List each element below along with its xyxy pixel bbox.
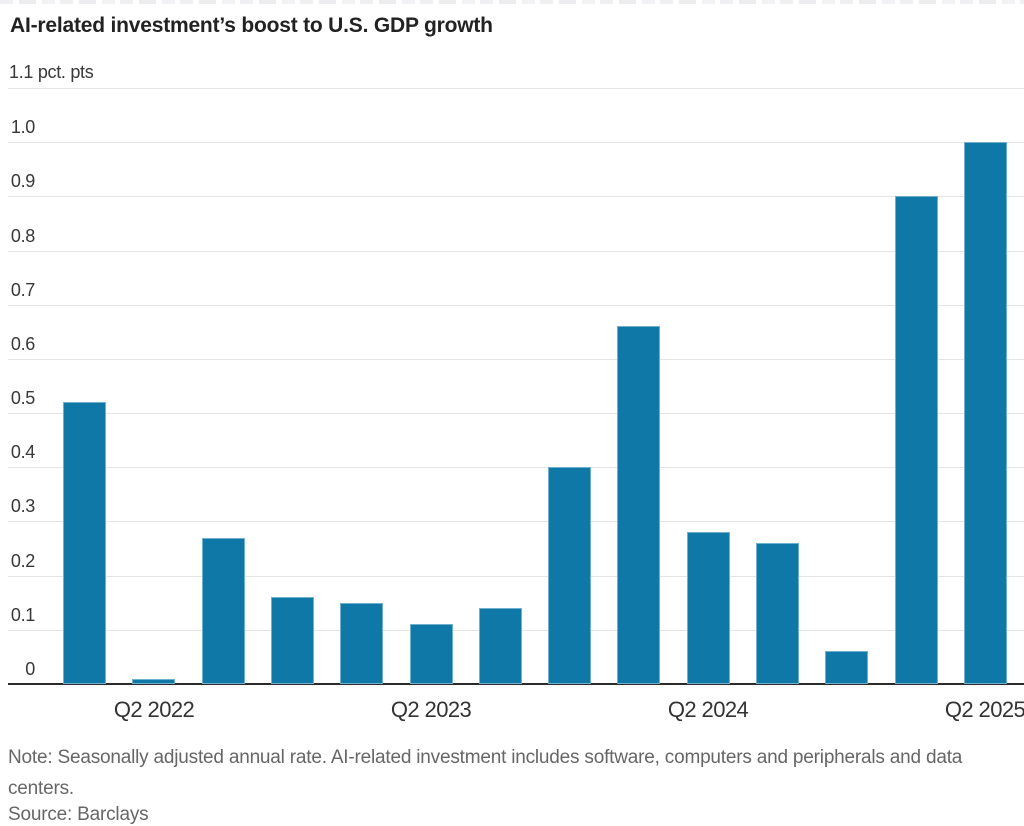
clipped-text-artifact [0,0,1024,4]
y-tick-label-1.0: 1.0 [10,117,35,137]
y-tick-label-0.3: 0.3 [10,496,35,516]
y-tick-label-0.8: 0.8 [10,226,35,246]
bar-q2-2022 [132,679,175,684]
x-axis-line [8,683,1024,685]
bar-q1-2022 [63,402,106,684]
y-tick-label-0.4: 0.4 [10,442,35,462]
x-tick-label-q2-2022: Q2 2022 [113,697,195,722]
bar-q3-2022 [202,538,245,684]
bar-q2-2023 [410,624,453,684]
gridline-0.3 [8,521,1024,522]
gridline-0.9 [8,196,1024,197]
bar-q4-2023 [548,467,591,684]
y-tick-label-0.2: 0.2 [10,551,35,571]
bar-q4-2024 [825,651,868,684]
gridline-0.2 [8,576,1024,577]
bar-q4-2022 [271,597,314,684]
bar-q1-2025 [895,196,938,684]
chart-title: AI-related investment’s boost to U.S. GD… [10,14,493,37]
bar-q2-2025 [964,142,1007,684]
y-tick-label-0.1: 0.1 [10,605,35,625]
gridline-1 [8,142,1024,143]
gridline-0.8 [8,251,1024,252]
bar-q3-2023 [479,608,522,684]
y-tick-label-0: 0 [25,659,35,679]
x-tick-label-q2-2025: Q2 2025 [944,697,1024,722]
chart-note: Note: Seasonally adjusted annual rate. A… [8,747,963,799]
x-tick-label-q2-2024: Q2 2024 [667,697,749,722]
y-tick-label-0.7: 0.7 [10,280,35,300]
y-tick-label-0.5: 0.5 [10,388,35,408]
bar-q1-2023 [340,603,383,684]
y-tick-label-0.6: 0.6 [10,334,35,354]
gridline-0.7 [8,305,1024,306]
gridline-0.5 [8,413,1024,414]
bar-q2-2024 [687,532,730,684]
x-tick-label-q2-2023: Q2 2023 [390,697,472,722]
gridline-1.1 [8,88,1024,89]
bar-q1-2024 [617,326,660,684]
gridline-0.4 [8,467,1024,468]
bar-q3-2024 [756,543,799,684]
y-axis-unit-label: 1.1 pct. pts [9,62,94,82]
chart-source: Source: Barclays [8,804,149,825]
y-tick-label-0.9: 0.9 [10,171,35,191]
gridline-0.6 [8,359,1024,360]
